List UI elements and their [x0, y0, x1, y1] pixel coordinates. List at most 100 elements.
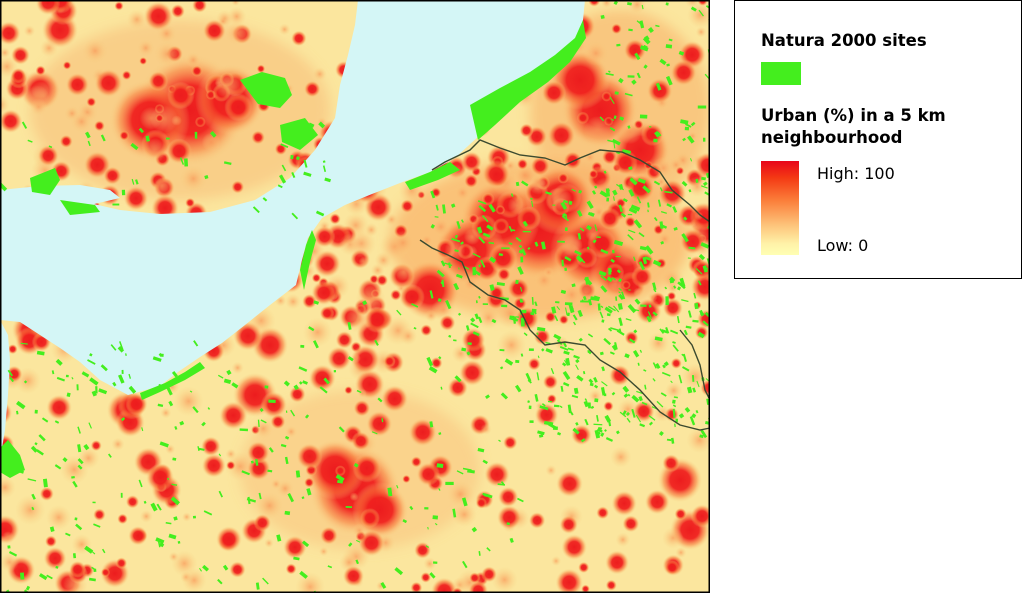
urban-area [69, 560, 87, 578]
urban-area [0, 47, 11, 59]
natura-site [291, 171, 296, 179]
sea-area [0, 0, 585, 395]
natura-site [478, 550, 481, 556]
natura-site [540, 241, 546, 250]
natura-site [380, 581, 387, 589]
urban-area [670, 59, 697, 86]
urban-density-map[interactable] [0, 0, 710, 593]
urban-area [94, 120, 105, 132]
natura-site [440, 260, 446, 267]
urban-area [633, 287, 643, 297]
urban-area [576, 247, 598, 269]
urban-area [141, 138, 167, 164]
urban-area [557, 172, 569, 184]
natura-site [701, 185, 708, 189]
natura-site [673, 227, 678, 231]
urban-area [335, 331, 354, 349]
natura-site [652, 362, 657, 369]
natura-site [454, 375, 462, 383]
urban-area [308, 364, 336, 392]
natura-site [642, 256, 648, 265]
urban-area [283, 535, 307, 559]
natura-site [662, 364, 666, 369]
natura-site [25, 585, 31, 591]
natura-site [356, 539, 361, 543]
map-panel[interactable] [0, 0, 710, 593]
urban-area [311, 280, 336, 306]
natura-site [461, 219, 464, 223]
urban-area [581, 584, 590, 593]
urban-area [191, 65, 203, 77]
natura-site [77, 464, 83, 470]
natura-site [550, 367, 555, 375]
urban-area [23, 25, 36, 37]
natura-site [520, 256, 524, 263]
natura-site [355, 559, 360, 565]
urban-area [416, 462, 441, 486]
natura-site [87, 140, 91, 147]
natura-site [652, 378, 656, 382]
natura-site [247, 496, 251, 505]
natura-site [308, 326, 315, 332]
natura-site [613, 115, 617, 120]
natura-site [574, 250, 582, 256]
urban-area [598, 207, 621, 230]
natura-site [611, 249, 615, 254]
natura-site [566, 312, 570, 317]
natura-site [303, 171, 312, 177]
natura-site [429, 290, 434, 299]
urban-area [482, 160, 511, 189]
natura-site [636, 390, 643, 395]
natura-site [670, 437, 675, 444]
natura-site [262, 577, 269, 585]
natura-site [618, 293, 625, 301]
natura-site [277, 184, 283, 189]
natura-site [700, 429, 708, 439]
natura-site [197, 446, 200, 451]
natura-site [72, 480, 78, 488]
natura-site [156, 503, 162, 511]
natura-site [62, 457, 68, 463]
urban-area [627, 0, 647, 14]
natura-site [192, 406, 199, 414]
natura-site [638, 396, 643, 402]
natura-site [598, 270, 607, 277]
urban-area [143, 1, 174, 31]
natura-site [157, 403, 164, 408]
natura-site [582, 370, 586, 375]
natura-site [520, 353, 524, 357]
natura-site [27, 139, 33, 143]
natura-site [89, 353, 93, 357]
urban-area [464, 173, 479, 189]
urban-area [150, 105, 179, 133]
urban-area [1, 531, 15, 544]
natura-site [638, 261, 645, 271]
urban-area [420, 324, 433, 337]
natura-site [461, 347, 467, 352]
natura-site [580, 300, 589, 303]
natura-site [622, 385, 630, 393]
natura-site [600, 387, 606, 396]
natura-site [56, 376, 65, 382]
natura-site [194, 131, 198, 139]
natura-site [576, 375, 584, 382]
natura-site [66, 392, 71, 397]
natura-site [655, 24, 660, 28]
natura-site [688, 246, 696, 250]
natura-site [584, 276, 590, 285]
urban-area [224, 93, 253, 122]
natura-site [620, 212, 627, 218]
natura-site [498, 439, 501, 442]
natura-site [488, 241, 495, 245]
urban-area [533, 328, 551, 346]
urban-area [10, 45, 30, 65]
urban-area [154, 41, 180, 67]
natura-site [441, 279, 445, 288]
natura-site [497, 483, 506, 486]
natura-site [701, 176, 706, 181]
natura-site [572, 427, 580, 435]
urban-area [544, 310, 557, 323]
natura-site [313, 300, 320, 305]
urban-area [137, 39, 155, 57]
urban-area [593, 177, 618, 202]
